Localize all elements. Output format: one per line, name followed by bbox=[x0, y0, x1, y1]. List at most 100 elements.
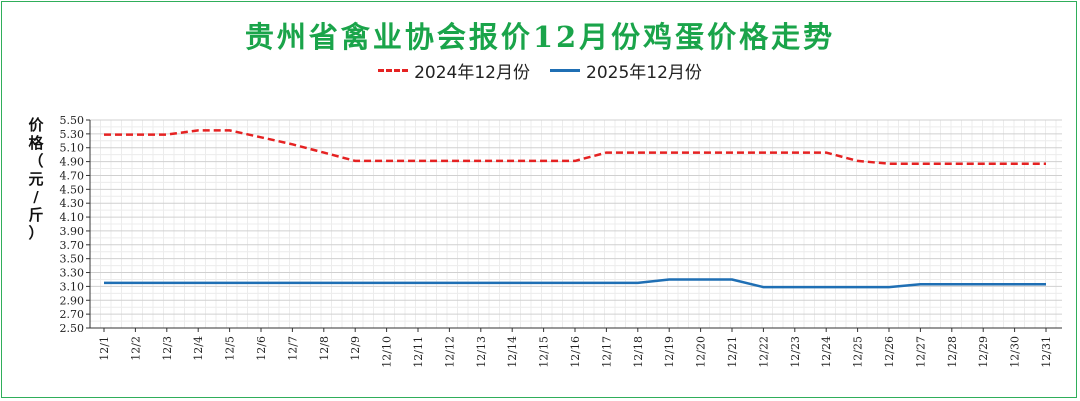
x-tick-label: 12/12 bbox=[443, 336, 456, 368]
data-point-2024 bbox=[354, 160, 356, 162]
series-line-2025 bbox=[104, 278, 1046, 289]
x-tick-label: 12/14 bbox=[506, 336, 519, 368]
x-tick-label: 12/20 bbox=[695, 336, 708, 368]
data-point-2025 bbox=[982, 283, 984, 285]
data-point-2025 bbox=[825, 286, 827, 288]
data-point-2025 bbox=[1045, 283, 1047, 285]
data-point-2025 bbox=[919, 283, 921, 285]
x-tick-label: 12/8 bbox=[318, 336, 331, 361]
legend-swatch-2025 bbox=[550, 69, 580, 72]
legend-label-2024: 2024年12月份 bbox=[414, 63, 530, 83]
series-line-2024 bbox=[104, 129, 1046, 165]
y-tick-label: 4.30 bbox=[60, 197, 85, 210]
data-point-2025 bbox=[260, 282, 262, 284]
data-point-2025 bbox=[354, 282, 356, 284]
data-point-2025 bbox=[228, 282, 230, 284]
y-tick-label: 2.50 bbox=[60, 322, 85, 335]
y-tick-label: 3.30 bbox=[60, 267, 85, 280]
x-tick-label: 12/7 bbox=[286, 336, 299, 361]
x-tick-label: 12/5 bbox=[224, 336, 237, 361]
data-point-2024 bbox=[982, 162, 984, 164]
x-tick-label: 12/27 bbox=[914, 336, 927, 368]
data-point-2025 bbox=[291, 282, 293, 284]
data-point-2024 bbox=[637, 151, 639, 153]
data-point-2024 bbox=[668, 151, 670, 153]
x-tick-label: 12/28 bbox=[946, 336, 959, 368]
y-axis-label-char: 元 bbox=[28, 170, 44, 188]
x-tick-label: 12/16 bbox=[569, 336, 582, 368]
x-tick-label: 12/3 bbox=[161, 336, 174, 361]
data-point-2025 bbox=[794, 286, 796, 288]
data-point-2025 bbox=[856, 286, 858, 288]
data-point-2025 bbox=[888, 286, 890, 288]
x-tick-label: 12/23 bbox=[789, 336, 802, 368]
data-point-2025 bbox=[1013, 283, 1015, 285]
data-point-2025 bbox=[197, 282, 199, 284]
data-point-2025 bbox=[480, 282, 482, 284]
data-point-2024 bbox=[197, 129, 199, 131]
x-tick-label: 12/25 bbox=[852, 336, 865, 368]
data-point-2024 bbox=[542, 160, 544, 162]
data-point-2025 bbox=[951, 283, 953, 285]
x-tick-label: 12/22 bbox=[757, 336, 770, 368]
y-axis-label-char: 格 bbox=[28, 134, 44, 152]
y-axis-label-char: / bbox=[33, 188, 39, 206]
y-tick-label: 3.50 bbox=[60, 253, 85, 266]
chart-title: 贵州省禽业协会报价12月份鸡蛋价格走势 bbox=[244, 20, 836, 54]
data-point-2024 bbox=[605, 151, 607, 153]
data-point-2024 bbox=[574, 160, 576, 162]
legend-label-2025: 2025年12月份 bbox=[586, 63, 702, 83]
y-tick-label: 4.10 bbox=[60, 211, 85, 224]
y-tick-label: 4.70 bbox=[60, 169, 85, 182]
data-point-2024 bbox=[480, 160, 482, 162]
data-point-2024 bbox=[1013, 162, 1015, 164]
x-tick-label: 12/4 bbox=[192, 336, 205, 361]
data-point-2024 bbox=[291, 143, 293, 145]
data-point-2024 bbox=[260, 136, 262, 138]
data-point-2025 bbox=[511, 282, 513, 284]
y-tick-label: 5.30 bbox=[60, 128, 85, 141]
data-point-2024 bbox=[825, 151, 827, 153]
data-point-2024 bbox=[417, 160, 419, 162]
y-tick-label: 5.50 bbox=[60, 114, 85, 127]
x-tick-label: 12/1 bbox=[98, 336, 111, 361]
x-tick-label: 12/26 bbox=[883, 336, 896, 368]
y-axis-label: 价格（元 / 斤） bbox=[26, 116, 46, 242]
data-point-2024 bbox=[699, 151, 701, 153]
data-point-2024 bbox=[888, 162, 890, 164]
data-point-2024 bbox=[1045, 162, 1047, 164]
y-tick-label: 5.10 bbox=[60, 142, 85, 155]
data-point-2025 bbox=[134, 282, 136, 284]
data-point-2025 bbox=[731, 278, 733, 280]
data-point-2025 bbox=[605, 282, 607, 284]
legend-item-2025: 2025年12月份 bbox=[550, 58, 702, 83]
data-point-2025 bbox=[103, 282, 105, 284]
legend-item-2024: 2024年12月份 bbox=[378, 58, 530, 83]
x-tick-label: 12/11 bbox=[412, 336, 425, 368]
data-point-2025 bbox=[323, 282, 325, 284]
y-tick-label: 3.90 bbox=[60, 225, 85, 238]
x-tick-label: 12/9 bbox=[349, 336, 362, 361]
y-axis-label-char: 价 bbox=[28, 116, 44, 134]
data-point-2024 bbox=[919, 162, 921, 164]
y-tick-label: 2.70 bbox=[60, 308, 85, 321]
x-tick-label: 12/24 bbox=[820, 336, 833, 368]
data-point-2024 bbox=[731, 151, 733, 153]
y-tick-label: 4.90 bbox=[60, 156, 85, 169]
x-tick-label: 12/29 bbox=[977, 336, 990, 368]
data-point-2025 bbox=[448, 282, 450, 284]
y-tick-label: 2.90 bbox=[60, 294, 85, 307]
y-tick-label: 3.70 bbox=[60, 239, 85, 252]
data-point-2025 bbox=[699, 278, 701, 280]
x-tick-label: 12/21 bbox=[726, 336, 739, 368]
y-axis-label-char: 斤 bbox=[28, 206, 44, 224]
y-axis-label-char: ） bbox=[28, 224, 44, 242]
data-point-2024 bbox=[103, 133, 105, 135]
x-tick-label: 12/19 bbox=[663, 336, 676, 368]
data-point-2025 bbox=[637, 282, 639, 284]
data-point-2024 bbox=[794, 151, 796, 153]
data-point-2024 bbox=[385, 160, 387, 162]
x-tick-label: 12/31 bbox=[1040, 336, 1053, 368]
data-point-2025 bbox=[542, 282, 544, 284]
